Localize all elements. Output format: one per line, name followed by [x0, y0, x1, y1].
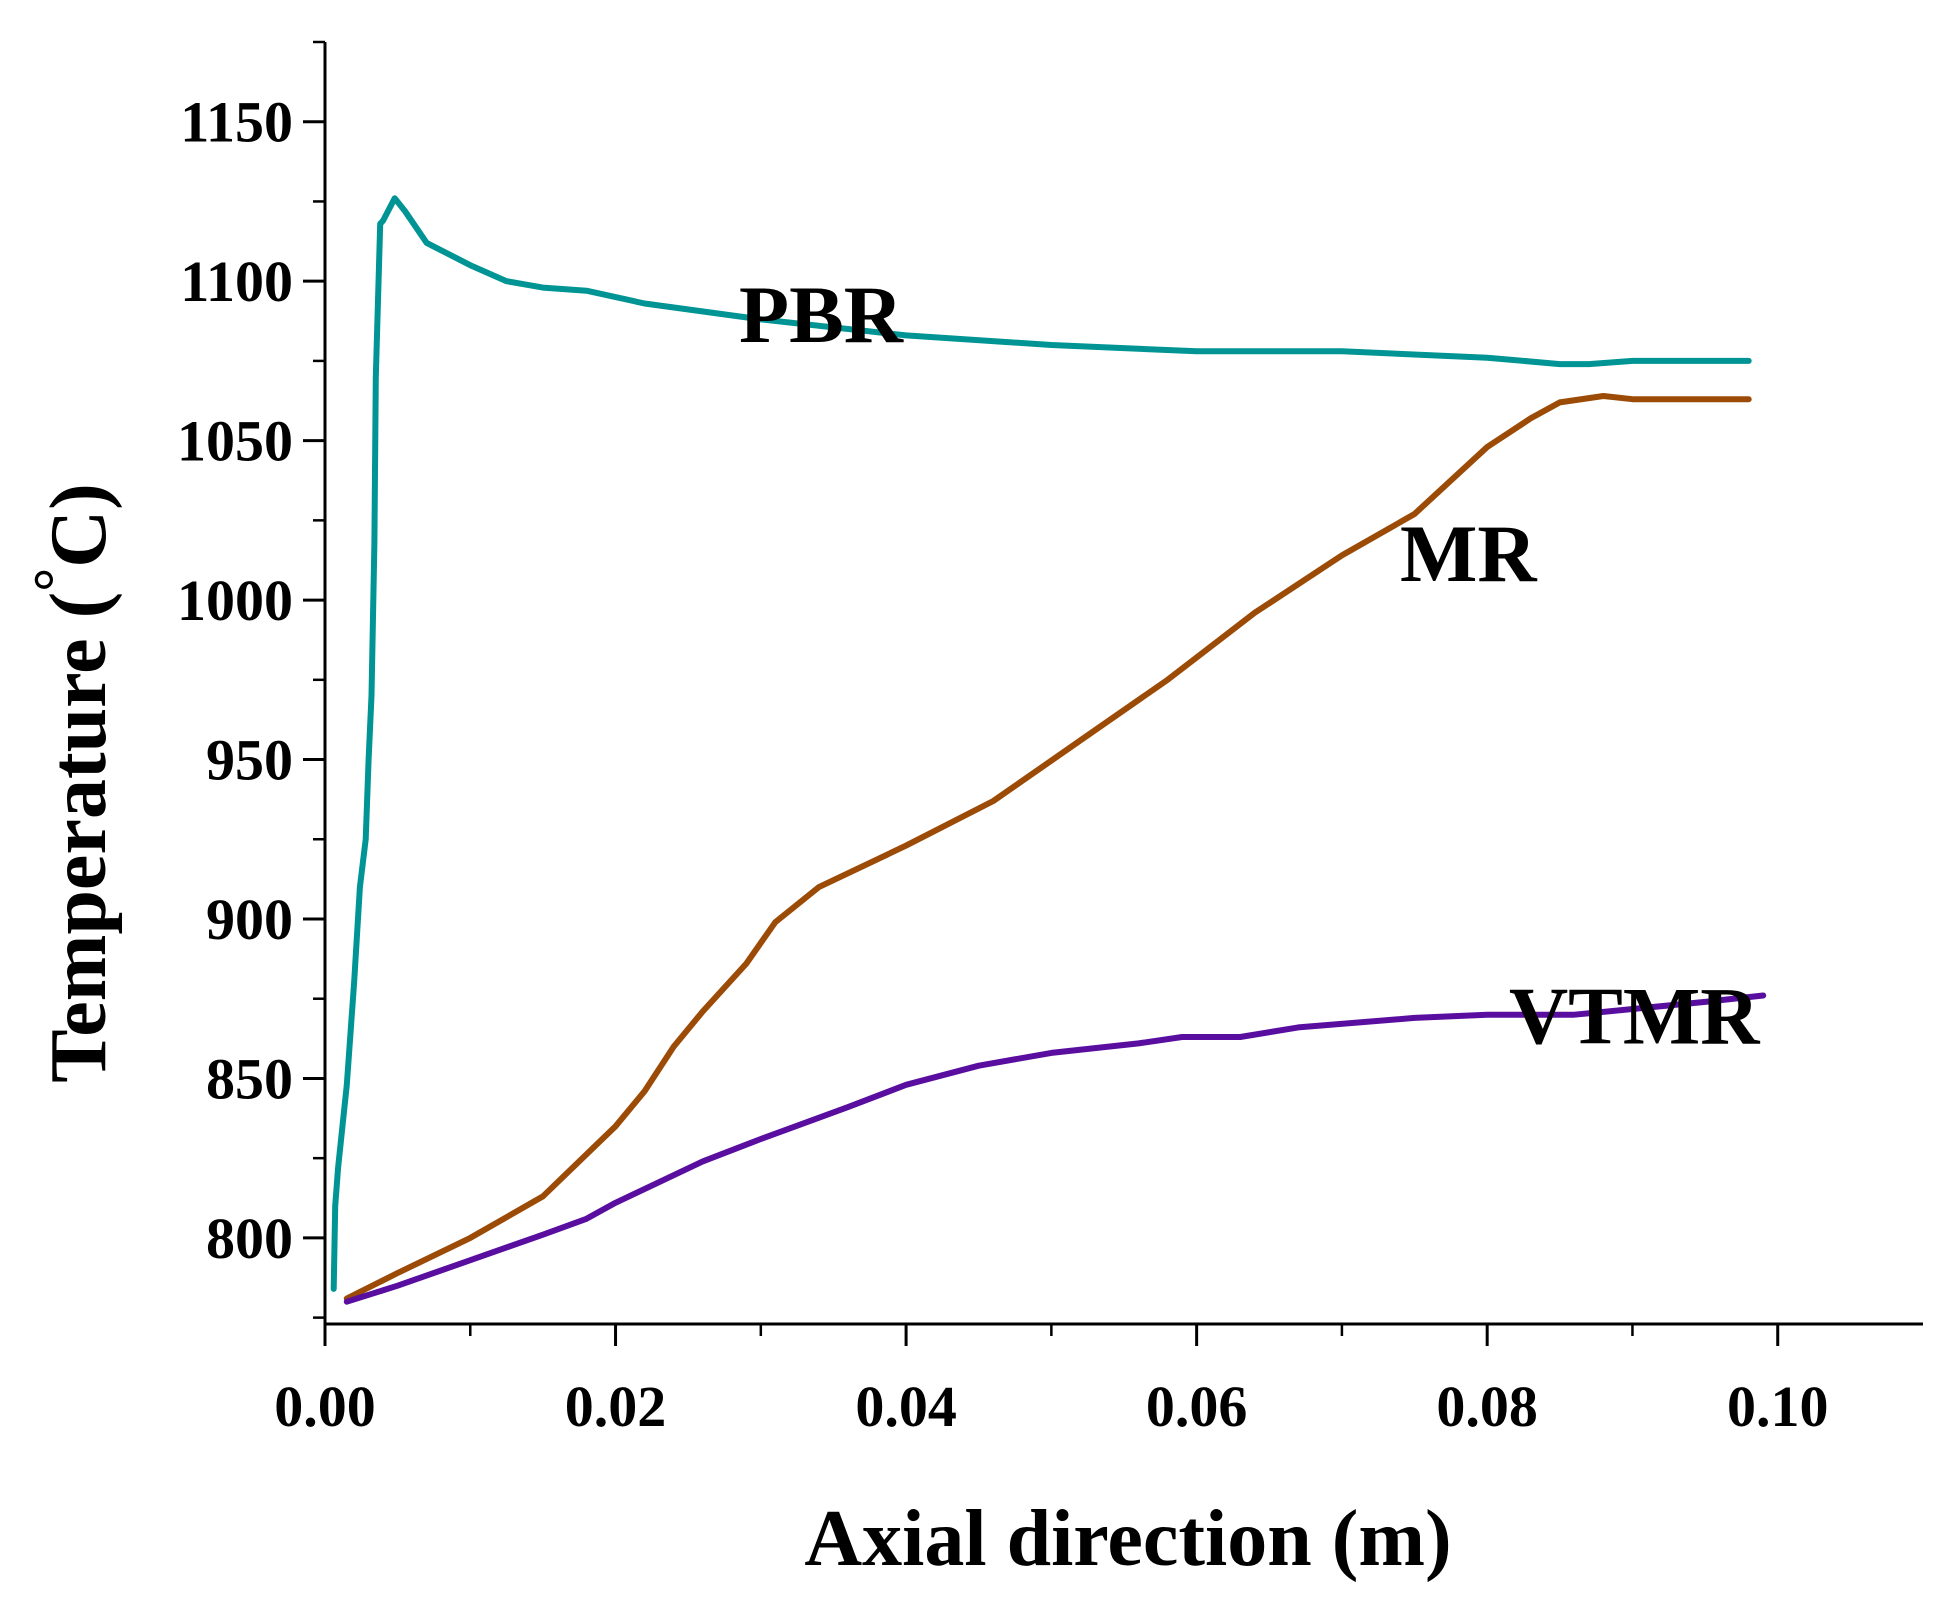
y-axis-degree-symbol: ° [22, 568, 88, 592]
x-tick-label: 0.08 [1436, 1374, 1538, 1439]
y-axis-title: Temperature (°C) [22, 483, 123, 1082]
series-label-pbr: PBR [739, 269, 904, 360]
series-layer [330, 195, 1767, 1305]
y-tick-label: 950 [206, 728, 293, 793]
x-axis-ticks: 0.00 0.02 0.04 0.06 0.08 0.10 [274, 1324, 1828, 1439]
y-axis-ticks: 800 850 900 950 1000 1050 1100 1150 [177, 40, 325, 1319]
y-tick-label: 1000 [177, 568, 293, 633]
x-tick-label: 0.10 [1727, 1374, 1829, 1439]
plot-frame [323, 42, 1923, 1326]
y-tick-label: 900 [206, 887, 293, 952]
y-tick-label: 850 [206, 1046, 293, 1111]
series-label-mr: MR [1400, 508, 1537, 599]
series-labels: PBR MR VTMR [739, 269, 1760, 1062]
y-axis-title-unit: C) [35, 483, 123, 567]
y-tick-label: 1100 [180, 249, 293, 314]
y-axis-title-main: Temperature ( [35, 592, 123, 1083]
x-axis-title: Axial direction (m) [804, 1495, 1451, 1583]
series-line-pbr [330, 195, 1752, 1292]
y-tick-label: 800 [206, 1206, 293, 1271]
series-line-mr [343, 393, 1752, 1302]
x-tick-label: 0.00 [274, 1374, 376, 1439]
x-tick-label: 0.04 [855, 1374, 957, 1439]
y-tick-label: 1150 [180, 90, 293, 155]
y-tick-label: 1050 [177, 409, 293, 474]
series-line-vtmr [343, 992, 1767, 1305]
y-axis-title-text: Temperature (°C) [22, 483, 123, 1082]
x-tick-label: 0.02 [565, 1374, 667, 1439]
series-label-vtmr: VTMR [1509, 970, 1760, 1061]
x-tick-label: 0.06 [1146, 1374, 1248, 1439]
